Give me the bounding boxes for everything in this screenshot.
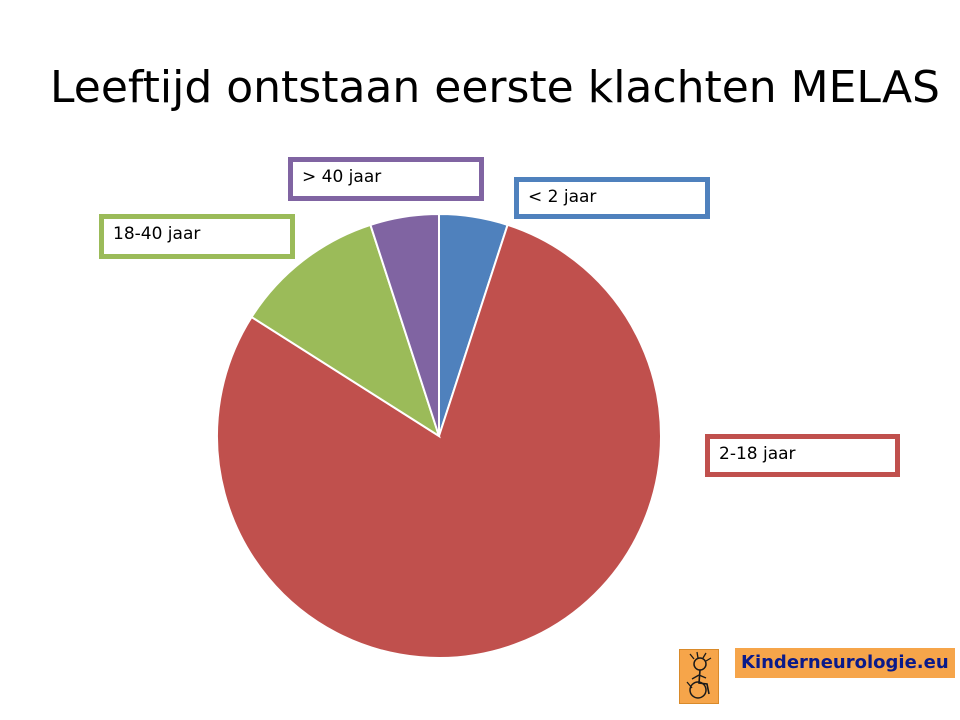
slice-label-gt40: > 40 jaar bbox=[288, 157, 484, 201]
slice-2-18 bbox=[216, 223, 662, 659]
slice-18-40 bbox=[250, 223, 441, 439]
slice-gt40 bbox=[369, 212, 440, 437]
slice-label-lt2: < 2 jaar bbox=[514, 177, 710, 219]
slice-label-18-40: 18-40 jaar bbox=[99, 214, 295, 259]
child-wheelchair-icon bbox=[679, 649, 719, 704]
slice-label-2-18: 2-18 jaar bbox=[705, 434, 900, 477]
chart-title: Leeftijd ontstaan eerste klachten MELAS bbox=[50, 62, 940, 113]
site-logo-text[interactable]: Kinderneurologie.eu bbox=[735, 648, 955, 678]
